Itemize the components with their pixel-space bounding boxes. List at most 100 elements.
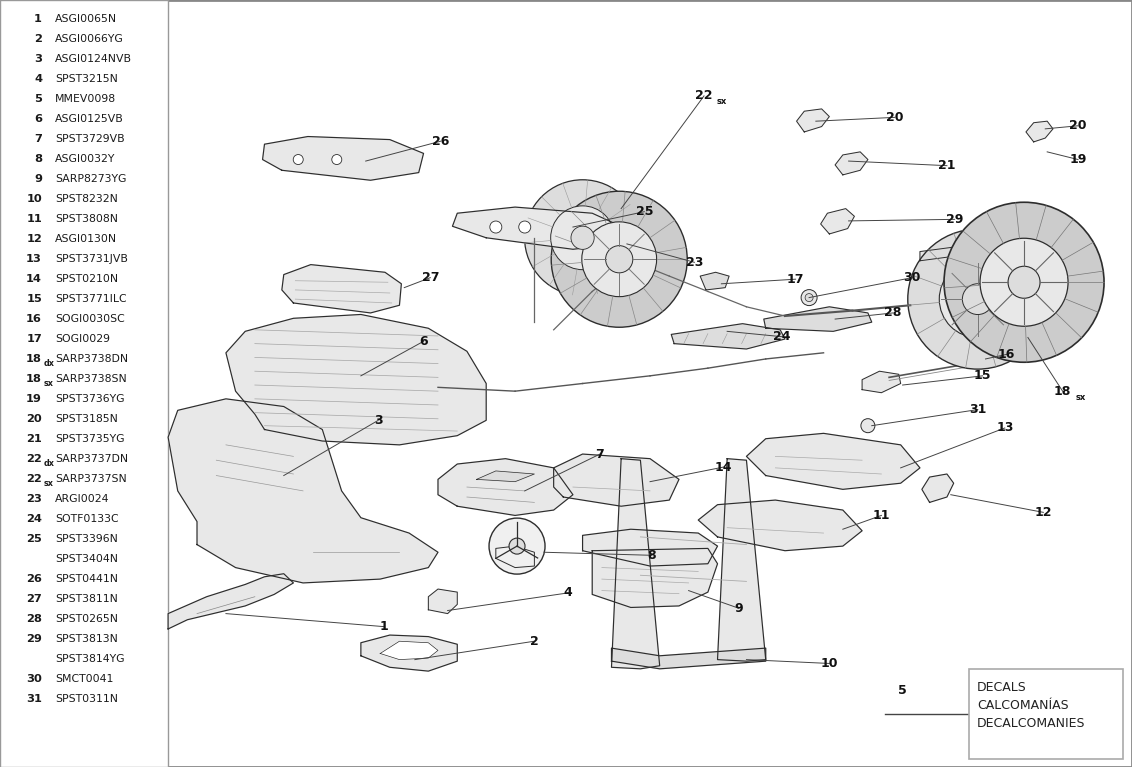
Text: 31: 31	[969, 403, 986, 416]
Text: SOGI0029: SOGI0029	[55, 334, 110, 344]
Text: SPST0441N: SPST0441N	[55, 574, 118, 584]
Circle shape	[571, 226, 594, 249]
Text: 13: 13	[996, 422, 1013, 434]
Text: SPST3731JVB: SPST3731JVB	[55, 254, 128, 264]
Text: 12: 12	[26, 234, 42, 244]
Text: 21: 21	[938, 160, 955, 172]
Text: SPST3735YG: SPST3735YG	[55, 434, 125, 444]
Text: 17: 17	[26, 334, 42, 344]
Text: ASGI0065N: ASGI0065N	[55, 14, 117, 24]
Polygon shape	[583, 529, 718, 566]
Text: SPST0265N: SPST0265N	[55, 614, 118, 624]
Text: 25: 25	[26, 534, 42, 544]
Polygon shape	[701, 272, 729, 290]
Circle shape	[908, 229, 1048, 369]
Text: 3: 3	[374, 414, 383, 426]
Text: 26: 26	[26, 574, 42, 584]
Polygon shape	[746, 433, 920, 489]
Text: 7: 7	[34, 134, 42, 144]
Circle shape	[606, 245, 633, 273]
Text: 12: 12	[1035, 506, 1052, 518]
Polygon shape	[921, 474, 953, 502]
Circle shape	[962, 284, 993, 314]
Text: DECALCOMANIES: DECALCOMANIES	[977, 717, 1086, 730]
Text: SPST3771ILC: SPST3771ILC	[55, 294, 127, 304]
Text: 22: 22	[26, 474, 42, 484]
Polygon shape	[477, 471, 534, 482]
Text: SOGI0030SC: SOGI0030SC	[55, 314, 125, 324]
Text: SPST3811N: SPST3811N	[55, 594, 118, 604]
Text: 23: 23	[26, 494, 42, 504]
Text: SPST3404N: SPST3404N	[55, 554, 118, 564]
Text: ARGI0024: ARGI0024	[55, 494, 110, 504]
Text: 5: 5	[898, 684, 907, 696]
Circle shape	[550, 206, 615, 270]
Polygon shape	[1026, 121, 1053, 142]
Text: SARP3738DN: SARP3738DN	[55, 354, 128, 364]
Text: SPST3729VB: SPST3729VB	[55, 134, 125, 144]
Polygon shape	[821, 209, 855, 234]
Circle shape	[801, 290, 817, 305]
Text: SPST3215N: SPST3215N	[55, 74, 118, 84]
Bar	[969, 669, 1123, 759]
Text: 10: 10	[821, 657, 838, 670]
Text: 8: 8	[648, 549, 657, 561]
Text: SARP3738SN: SARP3738SN	[55, 374, 127, 384]
Polygon shape	[428, 589, 457, 614]
Circle shape	[509, 538, 525, 554]
Text: 27: 27	[421, 272, 439, 284]
Text: SPST3814YG: SPST3814YG	[55, 654, 125, 664]
Circle shape	[805, 294, 813, 301]
Text: 15: 15	[26, 294, 42, 304]
Polygon shape	[698, 500, 863, 551]
Polygon shape	[496, 546, 534, 568]
Text: 17: 17	[787, 273, 805, 285]
Text: 14: 14	[26, 274, 42, 284]
Polygon shape	[263, 137, 423, 180]
Polygon shape	[863, 371, 901, 393]
Text: 9: 9	[735, 602, 743, 614]
Text: sx: sx	[717, 97, 727, 107]
Text: SPST0311N: SPST0311N	[55, 694, 118, 704]
Text: ASGI0066YG: ASGI0066YG	[55, 34, 123, 44]
Text: dx: dx	[44, 459, 54, 468]
Text: 14: 14	[714, 461, 732, 473]
Text: 2: 2	[34, 34, 42, 44]
Polygon shape	[282, 265, 402, 313]
Circle shape	[293, 154, 303, 165]
Text: 30: 30	[26, 674, 42, 684]
Text: 24: 24	[773, 331, 791, 343]
Polygon shape	[671, 324, 784, 349]
Text: SARP3737SN: SARP3737SN	[55, 474, 127, 484]
Text: 2: 2	[530, 635, 539, 647]
Text: SMCT0041: SMCT0041	[55, 674, 113, 684]
Text: 3: 3	[34, 54, 42, 64]
Text: 26: 26	[432, 135, 449, 147]
Circle shape	[1007, 266, 1040, 298]
Bar	[0, 0, 168, 767]
Circle shape	[490, 221, 501, 233]
Text: 11: 11	[873, 509, 890, 522]
Polygon shape	[920, 239, 1006, 261]
Circle shape	[944, 202, 1104, 362]
Text: 20: 20	[26, 414, 42, 424]
Text: 15: 15	[974, 370, 992, 382]
Text: 8: 8	[34, 154, 42, 164]
Text: 4: 4	[564, 587, 573, 599]
Text: 18: 18	[26, 374, 42, 384]
Text: SARP8273YG: SARP8273YG	[55, 174, 127, 184]
Text: 22: 22	[26, 454, 42, 464]
Text: 6: 6	[34, 114, 42, 124]
Text: 9: 9	[34, 174, 42, 184]
Text: 29: 29	[26, 634, 42, 644]
Text: 30: 30	[903, 272, 921, 284]
Circle shape	[489, 518, 544, 574]
Text: 11: 11	[26, 214, 42, 224]
Text: 6: 6	[419, 335, 428, 347]
Polygon shape	[611, 459, 660, 669]
Polygon shape	[835, 152, 868, 175]
Text: 19: 19	[26, 394, 42, 404]
Circle shape	[940, 261, 1017, 337]
Text: 21: 21	[26, 434, 42, 444]
Text: ASGI0124NVB: ASGI0124NVB	[55, 54, 132, 64]
